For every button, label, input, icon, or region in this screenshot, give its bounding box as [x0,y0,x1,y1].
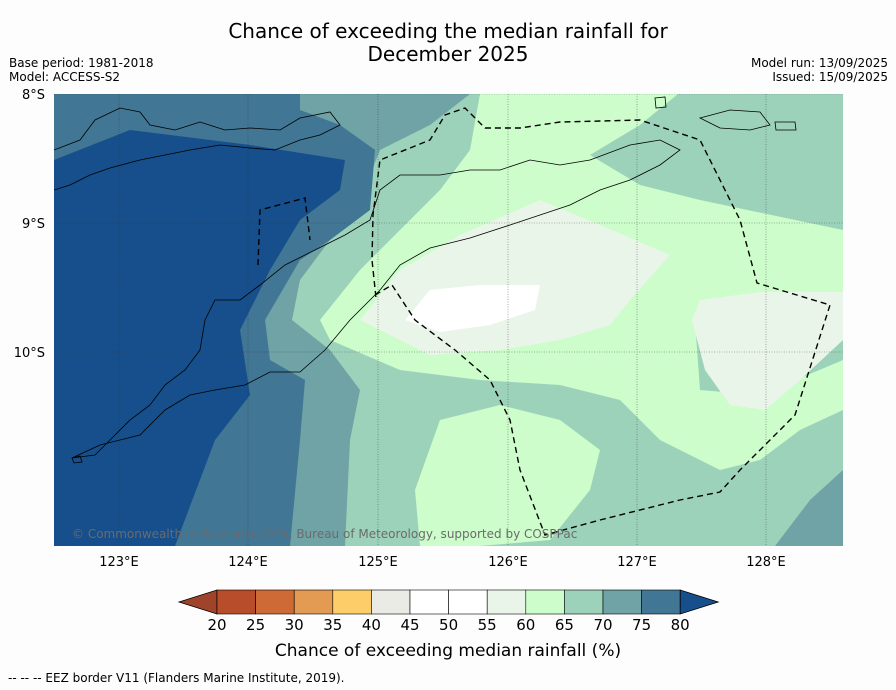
lat-label-9s: 9°S [22,217,45,232]
colorbar: 20 25 30 35 40 45 50 55 60 65 70 75 80 [177,589,720,634]
issued-text: Issued: 15/09/2025 [772,70,888,84]
contour-45-55 [405,285,540,332]
colorbar-tick-label: 80 [671,616,690,634]
lat-label-10s: 10°S [14,346,45,361]
title-line-2: December 2025 [367,42,529,66]
colorbar-tick-label: 20 [207,616,226,634]
colorbar-segment [332,589,372,615]
colorbar-extend-low [177,589,218,615]
contour-55-60-east [692,292,843,410]
flores-coastline [54,107,341,191]
colorbar-tick-label: 40 [362,616,381,634]
chart-title: Chance of exceeding the median rainfall … [0,20,896,66]
title-line-1: Chance of exceeding the median rainfall … [228,19,668,43]
lon-label-128e: 128°E [746,555,786,570]
lon-label-126e: 126°E [488,555,528,570]
colorbar-tick-label: 35 [323,616,342,634]
base-period-text: Base period: 1981-2018 [9,56,154,70]
lat-label-8s: 8°S [22,88,45,103]
model-text: Model: ACCESS-S2 [9,70,121,84]
colorbar-tick-label: 30 [285,616,304,634]
contour-70-75-se [775,470,843,546]
lon-label-123e: 123°E [99,555,139,570]
colorbar-segment [255,589,295,615]
contour-60-65-south [415,405,600,546]
colorbar-segment [602,589,642,615]
colorbar-segment [525,589,565,615]
colorbar-tick-label: 45 [400,616,419,634]
wetar-coastline [698,109,771,131]
colorbar-tick-label: 70 [593,616,612,634]
colorbar-tick-label: 75 [632,616,651,634]
meta-right: Model run: 13/09/2025 Issued: 15/09/2025 [751,56,888,84]
eez-legend-footer: -- -- -- EEZ border V11 (Flanders Marine… [8,671,345,685]
colorbar-segment [486,589,527,615]
eez-border-main [371,107,831,536]
small-island-coastline [654,96,797,131]
colorbar-segment [409,589,449,615]
colorbar-tick-label: 65 [555,616,574,634]
contour-above-80 [54,130,345,546]
colorbar-segment [641,589,681,615]
colorbar-tick-label: 50 [439,616,458,634]
colorbar-segment [564,589,604,615]
colorbar-segment [293,589,334,615]
model-run-text: Model run: 13/09/2025 [750,56,888,70]
map-area [54,94,843,546]
lon-label-124e: 124°E [228,555,268,570]
colorbar-tick-label: 60 [516,616,535,634]
graticule [54,94,843,546]
colorbar-label: Chance of exceeding median rainfall (%) [274,641,622,661]
meta-left: Base period: 1981-2018 Model: ACCESS-S2 [9,56,154,84]
colorbar-segment [448,589,488,615]
timor-coastline [71,139,681,459]
rote-coastline [71,455,83,464]
colorbar-tick-label: 55 [478,616,497,634]
colorbar-segment [216,589,256,615]
eez-border-west [257,197,311,266]
copyright-text: © Commonwealth of Australia 2025, Bureau… [72,527,578,541]
colorbar-segment [371,589,411,615]
colorbar-extend-high [679,589,720,615]
colorbar-tick-label: 25 [246,616,265,634]
lon-label-125e: 125°E [358,555,398,570]
lon-label-127e: 127°E [617,555,657,570]
